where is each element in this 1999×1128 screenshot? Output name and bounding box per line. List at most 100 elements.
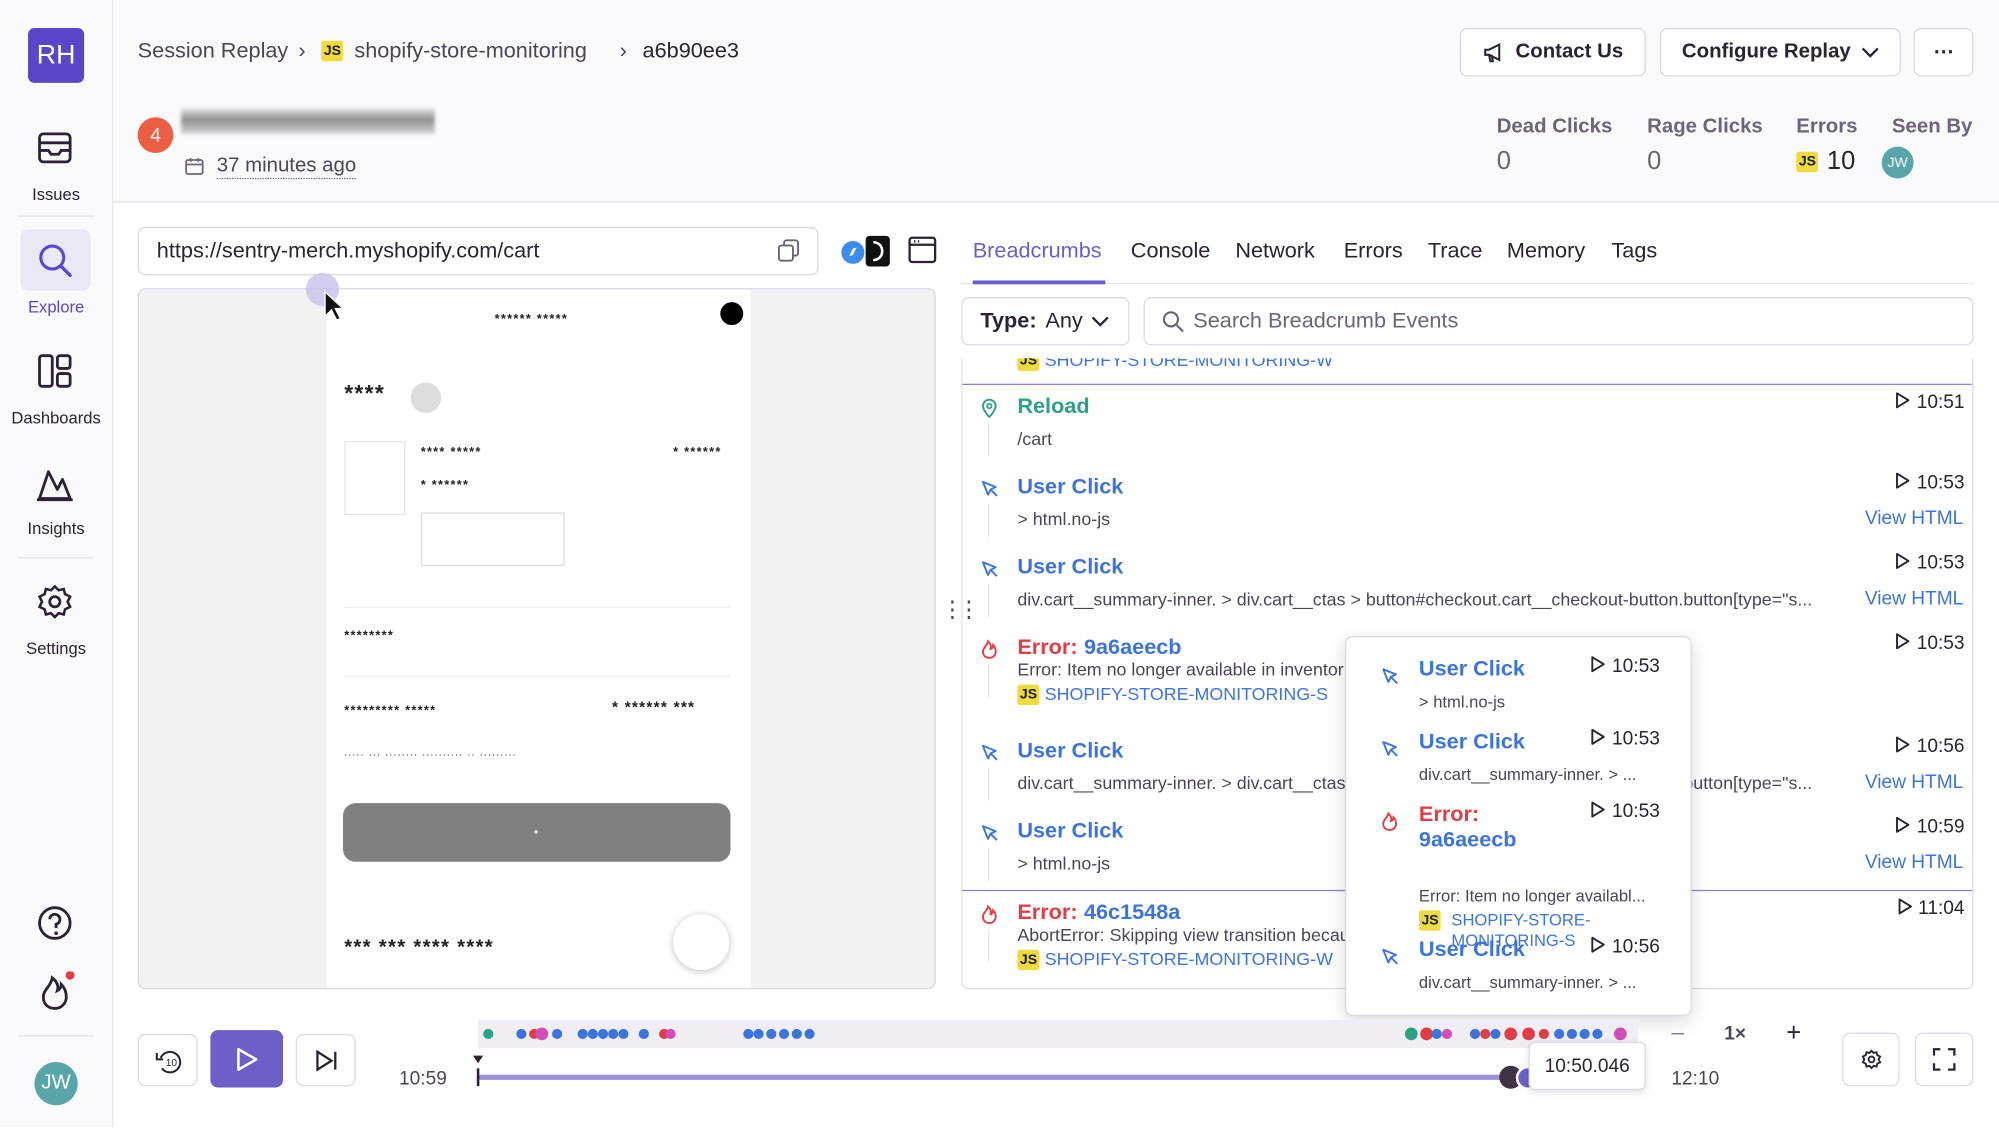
tab[interactable]: Memory xyxy=(1506,238,1586,263)
play-button[interactable] xyxy=(210,1030,284,1088)
project-tag[interactable]: JS SHOPIFY-STORE-MONITORING-W xyxy=(1017,358,1333,372)
contact-button[interactable]: Contact Us xyxy=(1459,28,1646,77)
zoom-in[interactable]: + xyxy=(1786,1019,1802,1048)
cart-icon xyxy=(720,302,744,326)
breadcrumb-item[interactable]: User Click div.cart__summary-inner. > ...… xyxy=(1346,931,1690,1004)
event-time[interactable]: 10:53 xyxy=(1895,632,1965,654)
event-time[interactable]: 10:53 xyxy=(1895,552,1965,574)
nav-label[interactable]: Settings xyxy=(26,638,87,658)
breadcrumb-item[interactable]: Error: 9a6aeecb Error: Item no longer avai… xyxy=(963,626,1973,729)
configure-button[interactable]: Configure Replay xyxy=(1659,28,1901,77)
type-filter[interactable] xyxy=(961,297,1130,346)
play-icon xyxy=(236,1047,257,1071)
zoom-out[interactable]: – xyxy=(1671,1019,1685,1045)
view-html-link[interactable]: View HTML xyxy=(1864,771,1964,793)
tab[interactable]: Tags xyxy=(1611,238,1658,263)
play-from-icon xyxy=(1896,633,1911,650)
copy-icon[interactable] xyxy=(776,238,800,262)
whats-new-icon[interactable] xyxy=(34,971,75,1012)
tab[interactable]: Network xyxy=(1235,238,1315,263)
event-time[interactable]: 10:56 xyxy=(1895,736,1965,757)
breadcrumb-item[interactable]: JS SHOPIFY-STORE-MONITORING-W xyxy=(962,358,1973,386)
event-time[interactable]: 11:04 xyxy=(1896,898,1965,919)
help-icon[interactable] xyxy=(34,903,75,944)
tab[interactable]: Console xyxy=(1130,238,1211,263)
project-tag[interactable]: JS SHOPIFY-STORE-MONITORING-W xyxy=(1017,949,1333,971)
user-avatar[interactable]: JW xyxy=(34,1061,78,1106)
active-tab-underline xyxy=(972,280,1106,285)
event-title: Reload xyxy=(1017,394,1089,419)
settings-button[interactable] xyxy=(1842,1032,1900,1087)
nav-label[interactable]: Issues xyxy=(32,184,81,204)
event-time[interactable]: 10:53 xyxy=(1895,472,1965,493)
view-html-link[interactable]: View HTML xyxy=(1864,587,1964,610)
breadcrumb-current: a6b90ee3 xyxy=(642,38,739,63)
timeline-line xyxy=(988,767,990,801)
nav-label[interactable]: Explore xyxy=(27,297,85,317)
divider xyxy=(17,557,95,559)
event-time[interactable]: 10:53 xyxy=(1590,655,1660,677)
breadcrumb-item[interactable]: User Click > html.no-js 10:59 View HTML xyxy=(963,810,1973,890)
replay-page xyxy=(326,289,751,989)
nav-label[interactable]: Dashboards xyxy=(11,407,101,428)
project-tag[interactable]: JS SHOPIFY-STORE-MONITORING-S xyxy=(1017,683,1329,706)
tab[interactable]: Breadcrumbs xyxy=(972,238,1102,263)
viewport-icon[interactable] xyxy=(908,236,937,264)
event-detail: > html.no-js xyxy=(1017,852,1111,874)
event-time[interactable]: 10:56 xyxy=(1590,936,1660,957)
view-html-link[interactable]: View HTML xyxy=(1864,851,1964,874)
explore-icon[interactable] xyxy=(34,240,75,281)
js-badge: JS xyxy=(321,40,344,62)
event-detail: div.cart__summary-inner. > div.cart__cta… xyxy=(1017,588,1813,610)
search-input[interactable] xyxy=(1143,297,1974,346)
fullscreen-icon xyxy=(1932,1048,1956,1071)
speed[interactable]: 1× xyxy=(1724,1023,1747,1045)
button-label: Configure Replay xyxy=(1681,40,1851,63)
project-tag[interactable]: JS SHOPIFY-STORE-MONITORING-S xyxy=(1418,910,1636,951)
play-from-icon xyxy=(1591,801,1606,818)
stat-value[interactable]: 10 xyxy=(1826,147,1856,176)
fullscreen-button[interactable] xyxy=(1914,1032,1974,1087)
event-time[interactable]: 10:59 xyxy=(1895,816,1965,838)
viewer-avatar[interactable]: JW xyxy=(1881,146,1914,179)
nav-label[interactable]: Insights xyxy=(27,518,85,538)
replay-viewport[interactable] xyxy=(137,288,936,990)
rewind-button[interactable]: 10 xyxy=(137,1033,198,1087)
event-time[interactable]: 10:53 xyxy=(1590,728,1660,750)
project-name: SHOPIFY-STORE-MONITORING-S xyxy=(1044,683,1329,704)
org-logo[interactable]: RH xyxy=(28,28,85,83)
breadcrumb-item[interactable]: Reload/cart 10:51 xyxy=(963,385,1973,465)
js-badge: JS xyxy=(1017,358,1040,372)
event-time[interactable]: 10:53 xyxy=(1590,801,1660,822)
breadcrumb-item[interactable]: User Click div.cart__summary-inner. > div… xyxy=(963,546,1973,626)
event-title: User Click xyxy=(1017,818,1123,843)
event-time[interactable]: 10:51 xyxy=(1895,391,1965,413)
scrubber-progress xyxy=(478,1074,1518,1080)
breadcrumb-item[interactable]: User Click div.cart__summary-inner. > ...… xyxy=(1346,723,1690,796)
issues-icon[interactable] xyxy=(34,127,75,168)
breadcrumb-item[interactable]: Error: 9a6aeecb Error: Item no longer avai… xyxy=(1346,796,1690,950)
tab[interactable]: Trace xyxy=(1427,238,1483,263)
more-button[interactable]: ⋯ xyxy=(1913,28,1974,77)
breadcrumb-link[interactable]: shopify-store-monitoring xyxy=(354,38,587,63)
event-title-text: Error: xyxy=(1017,634,1078,660)
breadcrumb-item[interactable]: User Click > html.no-js 10:53 xyxy=(1346,650,1690,723)
event-icon xyxy=(1382,811,1397,831)
error-link[interactable]: 9a6aeecb xyxy=(1083,634,1182,660)
view-html-link[interactable]: View HTML xyxy=(1864,507,1964,530)
breadcrumb-item[interactable]: User Click > html.no-js 10:53 View HTML xyxy=(963,465,1973,545)
error-link[interactable]: 9a6aeecb xyxy=(1418,827,1517,852)
error-link[interactable]: 46c1548a xyxy=(1083,900,1181,925)
masked-text: ****** ***** xyxy=(494,312,569,328)
next-button[interactable] xyxy=(295,1033,356,1087)
dashboards-icon[interactable] xyxy=(34,351,75,392)
insights-icon[interactable] xyxy=(34,463,75,504)
settings-icon[interactable] xyxy=(34,581,75,622)
tab[interactable]: Errors xyxy=(1343,238,1403,263)
breadcrumb-link[interactable]: Session Replay xyxy=(137,38,289,63)
masked-text: **** ***** xyxy=(420,445,482,460)
resize-handle[interactable]: ⋮⋮ xyxy=(940,596,981,623)
url-text: https://sentry-merch.myshopify.com/cart xyxy=(156,238,540,263)
event-detail: Error: Item no longer available in inven… xyxy=(1017,659,1344,680)
js-badge: JS xyxy=(1017,950,1040,971)
